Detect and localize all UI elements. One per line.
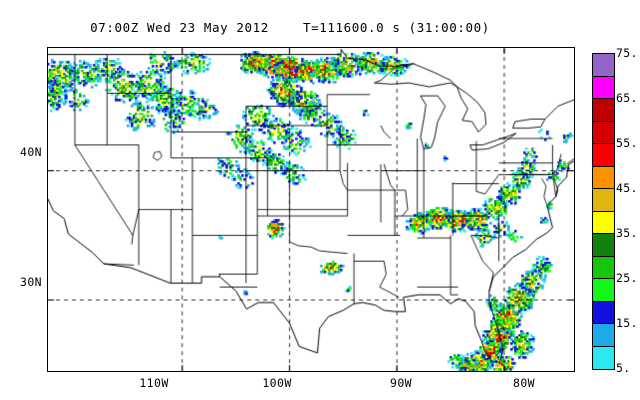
x-tick-80w: 80W bbox=[513, 376, 535, 390]
colorbar-band-35 bbox=[593, 234, 614, 257]
colorbar-tick-5: 5. bbox=[616, 361, 631, 375]
title-datetime: 07:00Z Wed 23 May 2012 bbox=[90, 19, 269, 35]
colorbar-band-70 bbox=[593, 76, 614, 99]
colorbar-band-15 bbox=[593, 324, 614, 347]
colorbar-band-30 bbox=[593, 256, 614, 279]
colorbar-band-40 bbox=[593, 211, 614, 234]
figure-title: 07:00Z Wed 23 May 2012 T=111600.0 s (31:… bbox=[0, 18, 580, 36]
x-tick-100w: 100W bbox=[262, 376, 292, 390]
x-tick-110w: 110W bbox=[139, 376, 169, 390]
colorbar-band-45 bbox=[593, 189, 614, 212]
colorbar-band-75 bbox=[593, 54, 614, 77]
map-plot-area bbox=[47, 47, 575, 372]
colorbar-band-50 bbox=[593, 166, 614, 189]
colorbar-band-65 bbox=[593, 99, 614, 122]
colorbar-tick-labels: 75. 65. 55. 45. 35. 25. 15. 5. bbox=[616, 46, 640, 376]
colorbar-band-25 bbox=[593, 279, 614, 302]
colorbar-band-55 bbox=[593, 144, 614, 167]
colorbar-band-20 bbox=[593, 301, 614, 324]
x-tick-90w: 90W bbox=[390, 376, 412, 390]
y-tick-40n: 40N bbox=[20, 145, 42, 159]
colorbar-tick-65: 65. bbox=[616, 91, 638, 105]
colorbar-tick-15: 15. bbox=[616, 316, 638, 330]
colorbar-tick-55: 55. bbox=[616, 136, 638, 150]
reflectivity-raster bbox=[48, 48, 574, 371]
colorbar-tick-25: 25. bbox=[616, 271, 638, 285]
y-tick-30n: 30N bbox=[20, 275, 42, 289]
colorbar-tick-75: 75. bbox=[616, 46, 638, 60]
colorbar-tick-35: 35. bbox=[616, 226, 638, 240]
reflectivity-colorbar bbox=[592, 53, 615, 370]
colorbar-band-10 bbox=[593, 346, 614, 369]
colorbar-band-60 bbox=[593, 121, 614, 144]
title-time-step: T=111600.0 s (31:00:00) bbox=[302, 19, 490, 35]
colorbar-tick-45: 45. bbox=[616, 181, 638, 195]
